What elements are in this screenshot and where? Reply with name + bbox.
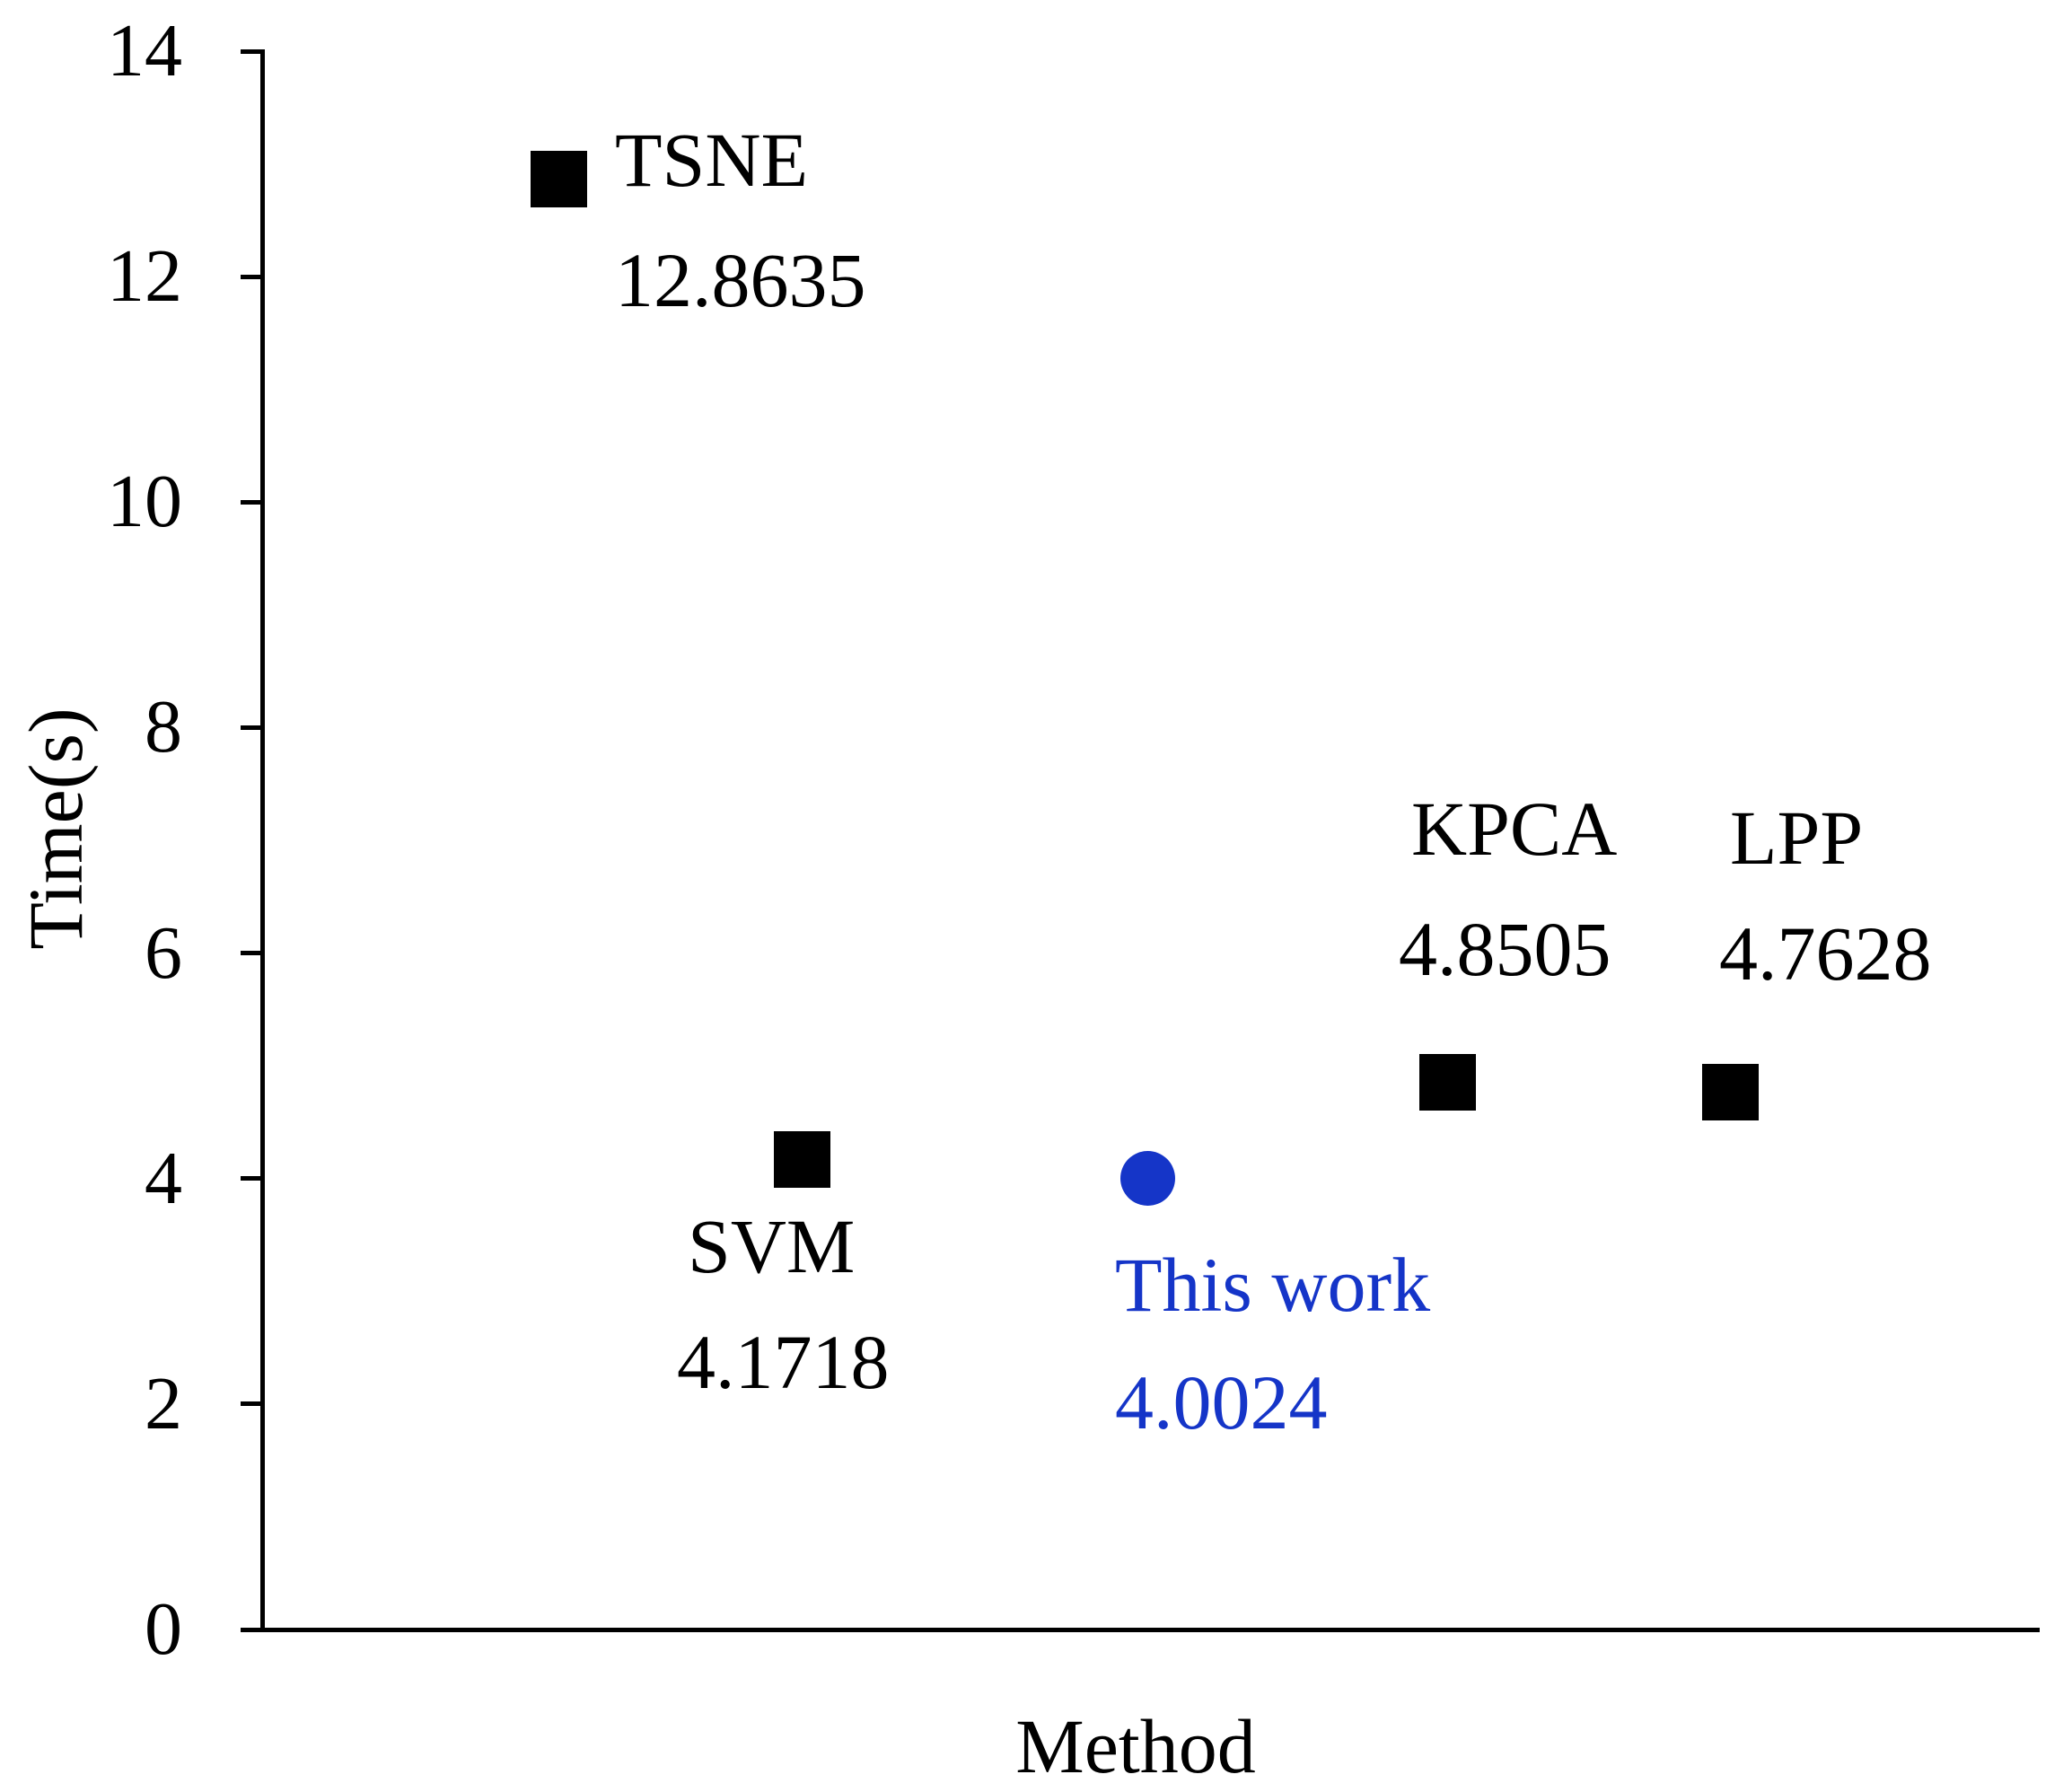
- y-tick-label-14: 14: [107, 9, 182, 92]
- point-value-label-1: 4.1718: [677, 1319, 890, 1405]
- y-tick-12: [241, 274, 262, 279]
- point-name-label-2: This work: [1115, 1242, 1431, 1328]
- point-name-label-0: TSNE: [615, 117, 808, 203]
- data-point-tsne: [530, 151, 587, 208]
- y-tick-label-10: 10: [107, 460, 182, 544]
- y-tick-0: [241, 1627, 262, 1632]
- point-name-label-1: SVM: [688, 1203, 856, 1289]
- point-name-label-3: KPCA: [1411, 786, 1618, 872]
- point-value-label-0: 12.8635: [615, 237, 866, 323]
- data-point-kpca: [1418, 1054, 1476, 1111]
- data-point-lpp: [1701, 1064, 1759, 1121]
- y-tick-label-4: 4: [145, 1136, 182, 1220]
- y-tick-8: [241, 725, 262, 730]
- point-value-label-3: 4.8505: [1399, 906, 1611, 992]
- y-tick-14: [241, 48, 262, 54]
- data-point-this-work: [1119, 1150, 1175, 1206]
- y-tick-label-12: 12: [107, 234, 182, 319]
- y-tick-4: [241, 1176, 262, 1181]
- y-tick-10: [241, 499, 262, 505]
- point-name-label-4: LPP: [1730, 795, 1864, 881]
- y-tick-2: [241, 1401, 262, 1407]
- point-value-label-2: 4.0024: [1115, 1359, 1328, 1445]
- y-tick-label-0: 0: [145, 1587, 182, 1671]
- y-tick-label-6: 6: [145, 910, 182, 995]
- point-value-label-4: 4.7628: [1719, 910, 1932, 997]
- y-axis-line: [260, 49, 265, 1632]
- x-axis-title: Method: [1015, 1703, 1256, 1789]
- y-tick-label-2: 2: [145, 1361, 182, 1445]
- x-axis-line: [241, 1628, 2040, 1632]
- y-tick-label-8: 8: [145, 685, 182, 769]
- data-point-svm: [773, 1130, 830, 1188]
- y-tick-6: [241, 951, 262, 956]
